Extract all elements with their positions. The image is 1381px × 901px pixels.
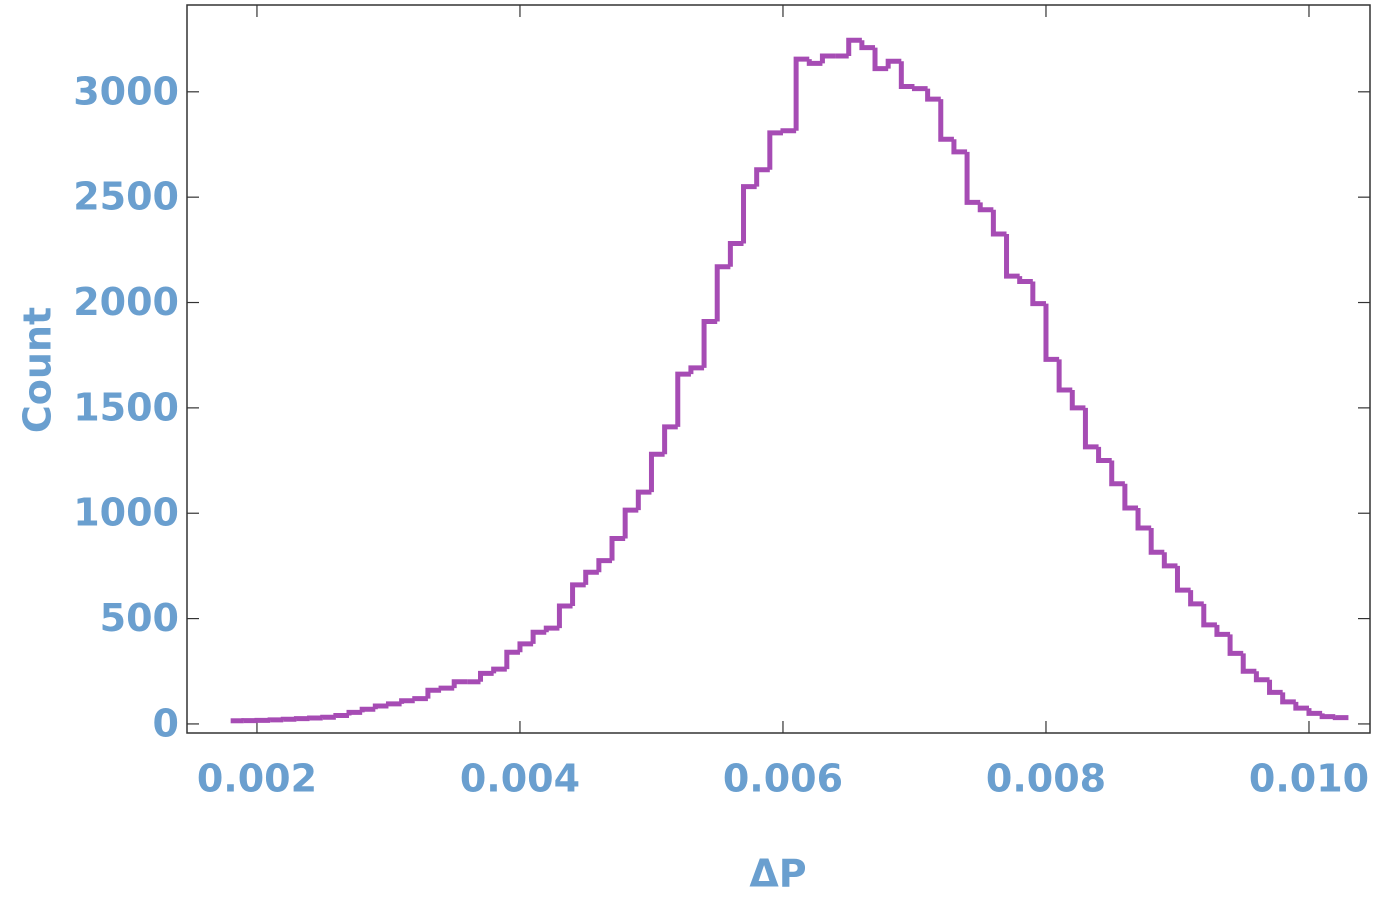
histogram-bin (977, 202, 994, 213)
histogram-bin (911, 86, 928, 92)
histogram-bin (556, 603, 573, 629)
histogram-bin (1043, 303, 1060, 362)
histogram-bin (1280, 692, 1296, 705)
histogram-bin (1214, 624, 1231, 637)
histogram-bin (1201, 603, 1217, 628)
histogram-bin (622, 507, 639, 539)
histogram-bin (990, 209, 1007, 237)
histogram-bin (859, 40, 876, 51)
x-axis-label: ΔP (749, 852, 806, 896)
histogram-bin (570, 582, 586, 606)
histogram-bin (1174, 565, 1191, 593)
y-tick-label: 1000 (73, 491, 179, 535)
x-tick-label: 0.002 (197, 757, 317, 801)
histogram-bin (583, 569, 599, 585)
y-tick-label: 2000 (73, 280, 179, 324)
histogram-bin (1332, 715, 1349, 721)
histogram-bin (898, 61, 915, 90)
y-tick-label: 1500 (73, 385, 179, 429)
x-tick-label: 0.008 (986, 757, 1106, 801)
histogram-bin (727, 241, 744, 267)
histogram-bin (1240, 653, 1257, 674)
histogram-bin (1135, 507, 1152, 531)
histogram-bin (806, 59, 823, 66)
histogram-bin (609, 536, 626, 561)
y-tick-label: 2500 (73, 175, 179, 219)
histogram-bin (412, 696, 428, 702)
histogram-bin (1004, 234, 1020, 279)
histogram-bin (793, 56, 810, 131)
x-tick-label: 0.004 (460, 757, 580, 801)
histogram-bin (1096, 446, 1112, 464)
histogram-bin (780, 128, 797, 134)
histogram-bin (280, 716, 297, 722)
histogram-bin (320, 714, 336, 720)
histogram-bin (819, 53, 836, 64)
histogram-bin (701, 318, 718, 368)
histogram-bin (885, 58, 902, 69)
histogram-bin (1227, 634, 1244, 656)
histogram-bin (648, 451, 665, 493)
histogram-bin (635, 489, 652, 511)
histogram-bin (372, 703, 389, 710)
histogram-bin (1030, 281, 1046, 307)
histogram-bin (872, 47, 889, 72)
x-tick-label: 0.010 (1249, 757, 1369, 801)
histogram-bin (1293, 701, 1309, 711)
histogram-bin (1188, 590, 1204, 607)
y-axis-label: Count (16, 307, 60, 433)
histogram-bin (1109, 460, 1125, 487)
histogram-bin (662, 424, 678, 455)
histogram-bin (1148, 527, 1165, 555)
histogram-bin (964, 151, 981, 205)
histogram-bin (688, 365, 705, 375)
histogram-bin (333, 713, 350, 719)
x-tick-label: 0.006 (723, 757, 843, 801)
histogram-bin (596, 558, 613, 573)
histogram-bin (1161, 552, 1178, 569)
histogram-bin (451, 679, 468, 689)
histogram-bin (741, 184, 757, 244)
histogram-bin (504, 649, 520, 670)
histogram-bin (675, 371, 691, 427)
histogram-bin (925, 88, 941, 102)
y-tick-label: 500 (100, 596, 179, 640)
histogram-bin (438, 685, 455, 691)
histogram-bin (385, 701, 402, 707)
histogram-bin (425, 687, 442, 699)
y-tick-label: 0 (153, 701, 179, 745)
histogram-bin (307, 715, 323, 721)
histogram-bin (346, 709, 363, 716)
plot-frame (186, 4, 1371, 734)
histogram-bin (846, 37, 862, 56)
y-tick-label: 3000 (73, 69, 179, 113)
histogram-bin (517, 641, 534, 653)
histogram-bin (767, 130, 783, 170)
histogram-bin (1253, 671, 1270, 683)
histogram-bin (1267, 679, 1283, 695)
histogram-bin (1056, 359, 1073, 393)
histogram-bin (714, 264, 731, 322)
histogram-bin (491, 666, 507, 674)
histogram-bin (478, 670, 494, 682)
histogram-bin (1082, 407, 1099, 450)
histogram-bin (938, 99, 954, 142)
histogram-bin (1306, 708, 1323, 716)
histogram-bin (951, 139, 968, 155)
histogram-bin (543, 625, 560, 633)
histogram-bin (1319, 713, 1336, 720)
histogram-bin (359, 706, 376, 713)
histogram-bin (399, 698, 415, 704)
histogram-bin (293, 716, 310, 722)
histogram-bin (1017, 276, 1033, 284)
histogram-bin (1122, 483, 1139, 511)
histogram-bin (530, 629, 547, 644)
histogram-bin (1069, 389, 1086, 411)
histogram-bin (754, 167, 770, 187)
